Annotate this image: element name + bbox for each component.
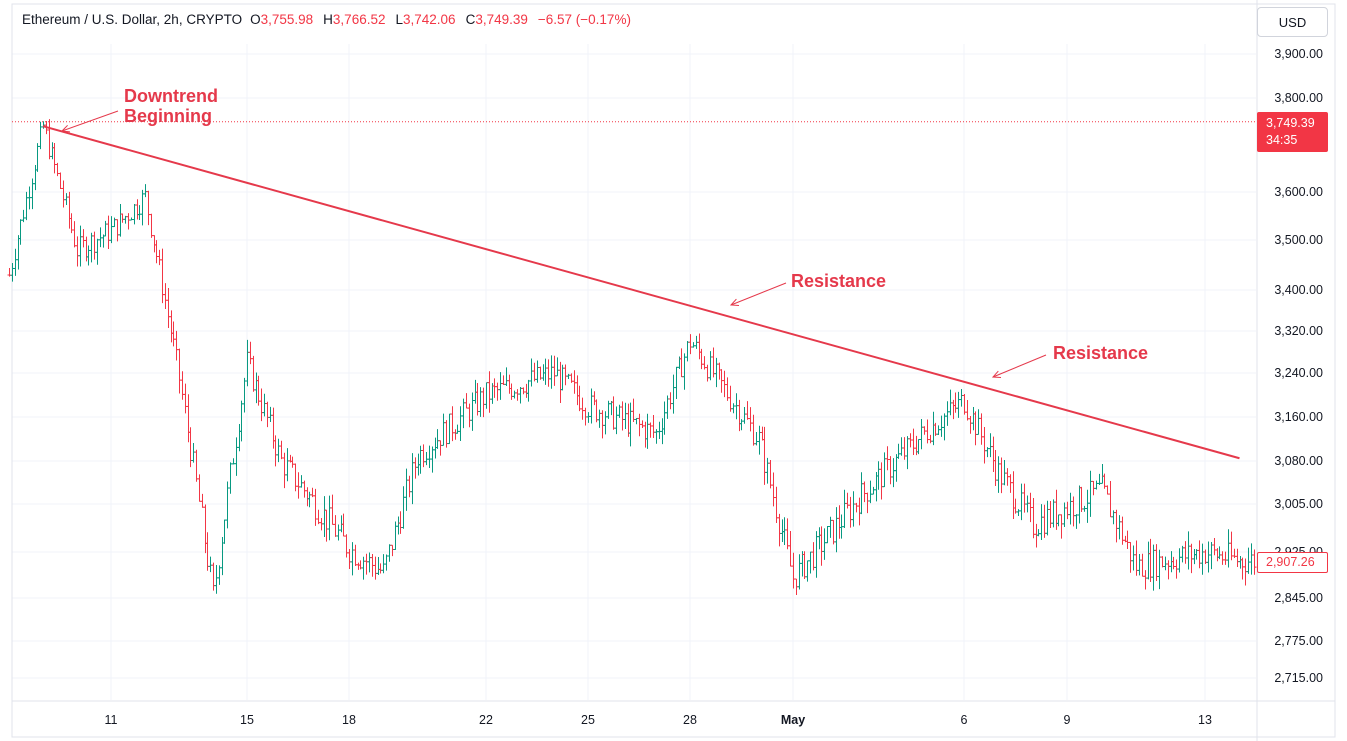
resistance-arrow-1-head [729,298,740,307]
close-label: C [465,12,476,27]
last-price-tag: 3,749.39 34:35 [1257,112,1328,152]
downtrend-arrow [61,110,119,132]
resistance-arrow-2 [992,354,1047,378]
bar-countdown: 34:35 [1266,133,1298,147]
x-tick-label: 13 [1198,713,1212,727]
y-tick-label: 3,160.00 [1274,410,1323,424]
symbol-title[interactable]: Ethereum / U.S. Dollar, 2h, CRYPTO [22,12,243,27]
y-tick-label: 3,900.00 [1274,47,1323,61]
high-label: H [323,12,333,27]
x-tick-label: 15 [240,713,254,727]
y-tick-label: 3,005.00 [1274,497,1323,511]
ohlc-legend: Ethereum / U.S. Dollar, 2h, CRYPTO O 3,7… [22,12,631,27]
y-tick-label: 3,320.00 [1274,324,1323,338]
y-tick-label: 3,600.00 [1274,185,1323,199]
change-value: −6.57 (−0.17%) [537,12,631,27]
last-price-value: 3,749.39 [1266,116,1315,130]
y-tick-label: 2,715.00 [1274,671,1323,685]
downtrend-annotation[interactable]: Downtrend Beginning [124,86,218,126]
x-tick-label: 11 [105,713,118,727]
high-value: 3,766.52 [332,12,386,27]
low-label: L [395,12,403,27]
currency-button[interactable]: USD [1257,7,1328,37]
close-value: 3,749.39 [475,12,528,27]
downtrend-line-1: Downtrend [124,86,218,106]
resistance-annotation-2[interactable]: Resistance [1053,343,1149,363]
downtrend-arrow-head [60,124,71,133]
y-tick-label: 3,800.00 [1274,91,1323,105]
y-tick-label: 2,775.00 [1274,634,1323,648]
x-tick-label: 22 [479,713,493,727]
y-tick-label: 3,240.00 [1274,366,1323,380]
y-tick-label: 3,400.00 [1274,283,1323,297]
x-tick-label: 6 [961,713,968,727]
x-tick-label: May [781,713,805,727]
downtrend-line-2: Beginning [124,106,212,126]
resistance-arrow-2-head [991,370,1002,378]
price-label-tag: 2,907.26 [1257,552,1328,573]
x-tick-label: 25 [581,713,595,727]
y-tick-label: 3,500.00 [1274,233,1323,247]
open-label: O [250,12,261,27]
y-tick-label: 2,845.00 [1274,591,1323,605]
low-value: 3,742.06 [403,12,456,27]
y-tick-label: 3,080.00 [1274,454,1323,468]
resistance-arrow-1 [730,282,787,306]
x-tick-label: 18 [342,713,356,727]
x-tick-label: 28 [683,713,697,727]
chart-frame [11,3,1336,738]
resistance-annotation-1[interactable]: Resistance [791,271,887,291]
x-tick-label: 9 [1064,713,1071,727]
downtrend-trendline [42,125,1240,460]
open-value: 3,755.98 [260,12,314,27]
